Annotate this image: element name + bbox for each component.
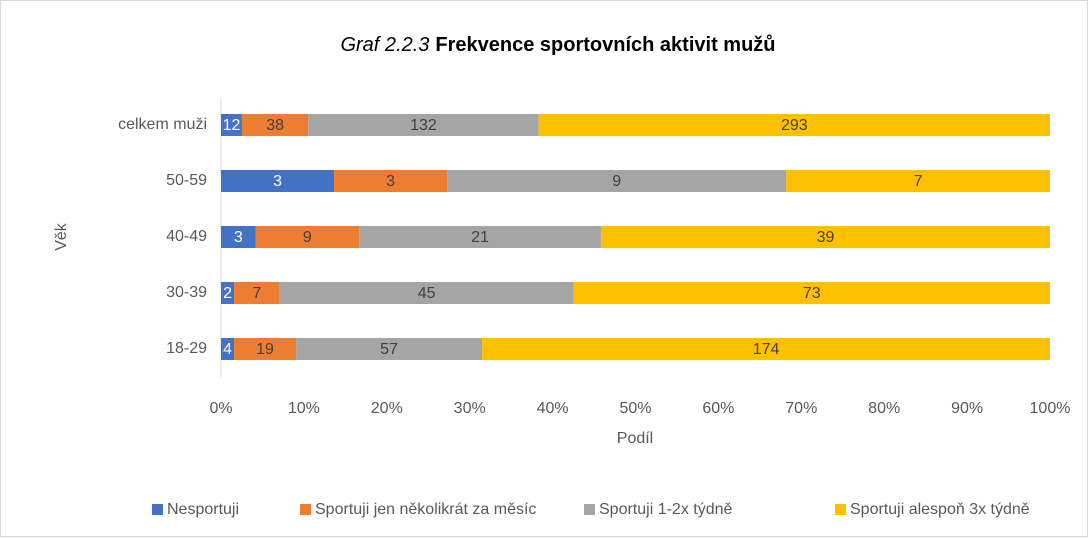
y-tick-label: celkem muži: [118, 116, 207, 133]
bar-segment: [234, 338, 297, 360]
bar-segment: [359, 226, 601, 248]
x-tick-label: 70%: [785, 400, 817, 417]
legend-swatch: [300, 504, 311, 515]
x-tick-label: 40%: [537, 400, 569, 417]
y-tick-label: 50-59: [166, 172, 207, 189]
x-tick-label: 0%: [209, 400, 232, 417]
bar-segment: [221, 338, 235, 360]
legend-swatch: [584, 504, 595, 515]
title-main: Frekvence sportovních aktivit mužů: [435, 34, 775, 56]
data-label: 132: [410, 117, 437, 134]
bar-segment: [221, 226, 256, 248]
bar-segment: [538, 114, 1050, 136]
bar-segment: [241, 114, 309, 136]
bar-segment: [234, 282, 280, 304]
bar-segment: [600, 226, 1050, 248]
x-tick-label: 80%: [868, 400, 900, 417]
y-axis-label: Věk: [53, 222, 70, 251]
data-label: 2: [223, 285, 232, 302]
x-tick-label: 10%: [288, 400, 320, 417]
data-label: 7: [252, 285, 261, 302]
data-label: 21: [471, 229, 489, 246]
legend-swatch: [835, 504, 846, 515]
data-label: 3: [386, 173, 395, 190]
bar-segment: [221, 114, 242, 136]
x-axis-label: Podíl: [617, 430, 653, 447]
data-label: 39: [817, 229, 835, 246]
bar-segment: [786, 170, 1050, 192]
x-tick-label: 60%: [702, 400, 734, 417]
y-tick-label: 40-49: [166, 228, 207, 245]
title-prefix: Graf 2.2.3: [340, 34, 429, 56]
data-label: 9: [303, 229, 312, 246]
y-tick-label: 18-29: [166, 340, 207, 357]
chart-title: Graf 2.2.3 Frekvence sportovních aktivit …: [340, 34, 775, 56]
data-label: 7: [914, 173, 923, 190]
y-tick-label: 30-39: [166, 284, 207, 301]
data-label: 12: [223, 117, 241, 134]
data-label: 19: [256, 341, 274, 358]
data-label: 3: [234, 229, 243, 246]
x-tick-label: 100%: [1030, 400, 1071, 417]
data-label: 38: [266, 117, 284, 134]
data-label: 3: [273, 173, 282, 190]
bar-segment: [279, 282, 574, 304]
legend-label: Sportuji jen několikrát za měsíc: [315, 501, 536, 518]
legend-swatch: [152, 504, 163, 515]
legend-label: Sportuji alespoň 3x týdně: [850, 501, 1030, 518]
bar-segment: [447, 170, 787, 192]
bar-segment: [296, 338, 483, 360]
data-label: 174: [753, 341, 780, 358]
bar-segment: [221, 282, 235, 304]
data-label: 9: [612, 173, 621, 190]
bar-segment: [308, 114, 539, 136]
bar-segment: [255, 226, 360, 248]
data-label: 293: [781, 117, 808, 134]
x-tick-label: 90%: [951, 400, 983, 417]
bar-segment: [573, 282, 1050, 304]
data-label: 4: [223, 341, 232, 358]
bar-segment: [334, 170, 448, 192]
x-tick-label: 20%: [371, 400, 403, 417]
data-label: 73: [803, 285, 821, 302]
x-tick-label: 50%: [619, 400, 651, 417]
bar-segment: [482, 338, 1050, 360]
legend-label: Nesportuji: [167, 501, 239, 518]
data-label: 57: [380, 341, 398, 358]
data-label: 45: [418, 285, 436, 302]
legend-label: Sportuji 1-2x týdně: [599, 501, 733, 518]
x-tick-label: 30%: [454, 400, 486, 417]
bar-segment: [221, 170, 335, 192]
